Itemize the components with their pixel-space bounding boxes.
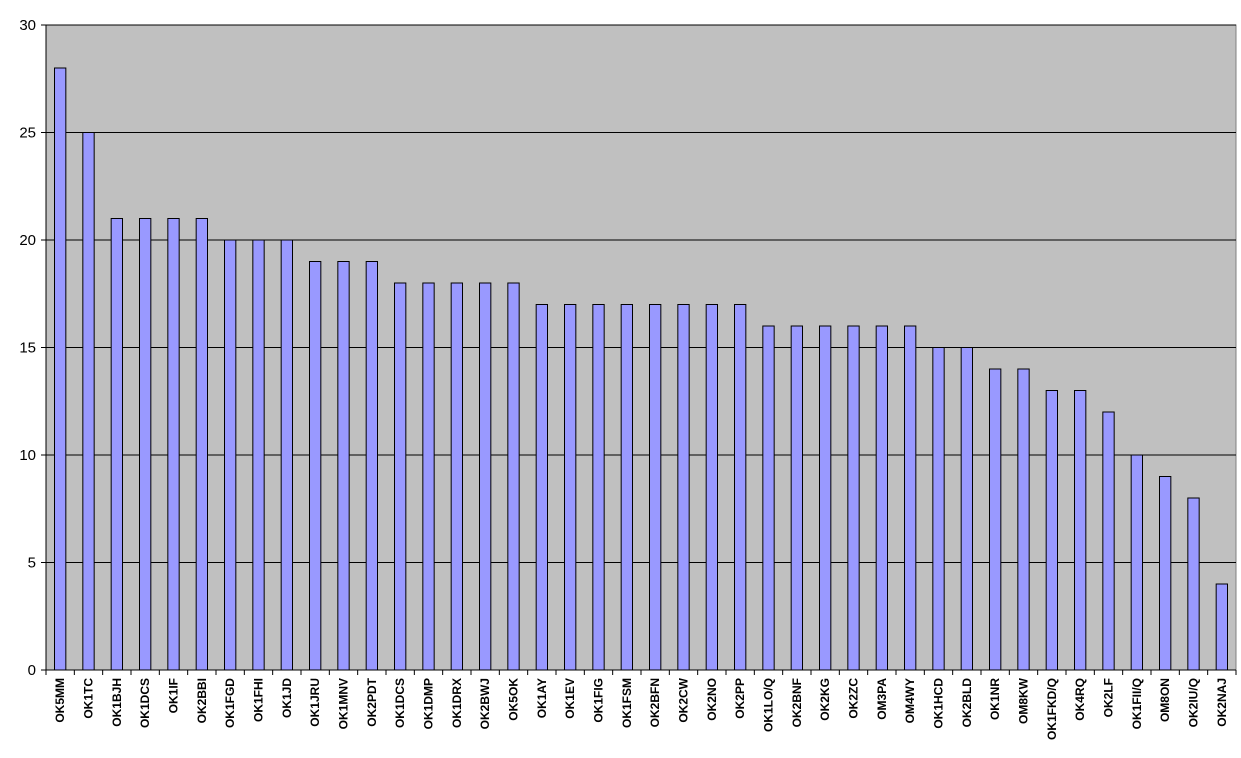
- bar-ok4rq: [1074, 390, 1087, 671]
- x-category-label: OK2BWJ: [478, 678, 492, 729]
- y-tick-label: 25: [19, 125, 36, 142]
- bar-ok2zc: [847, 325, 860, 671]
- bar-ok1tc: [82, 132, 95, 671]
- x-category-label: OK2KG: [818, 678, 832, 721]
- bar-ok1fkd-q: [1045, 390, 1058, 671]
- y-tick-label: 5: [28, 555, 36, 572]
- x-category-label: OK1TC: [82, 678, 96, 719]
- x-category-label: OK1MNV: [337, 678, 351, 729]
- x-category-label: OM4WY: [903, 678, 917, 723]
- x-category-label: OK1NR: [988, 678, 1002, 720]
- bar-ok2bwj: [479, 282, 492, 671]
- x-category-label: OK1EV: [563, 678, 577, 719]
- y-tick-label: 15: [19, 340, 36, 357]
- x-category-label: OK1DCS: [393, 678, 407, 728]
- x-category-label: OK1BJH: [110, 678, 124, 727]
- x-category-label: OK2PP: [733, 678, 747, 719]
- bar-ok1fig: [592, 304, 605, 671]
- bar-ok1ay: [535, 304, 549, 671]
- x-category-label: OK2LF: [1102, 678, 1116, 717]
- x-category-label: OK2ZC: [847, 678, 861, 719]
- bar-ok2pdt: [365, 261, 378, 671]
- bar-ok2lf: [1102, 411, 1115, 671]
- bar-ok1dcs: [394, 282, 407, 671]
- bar-ok1nr: [989, 368, 1002, 671]
- x-category-label: OK1DRX: [450, 678, 464, 728]
- bar-ok2kg: [819, 325, 832, 671]
- bar-om8on: [1159, 476, 1172, 671]
- x-category-label: OK2NAJ: [1215, 678, 1229, 727]
- x-category-label: OK1DCS: [138, 678, 152, 728]
- bar-ok1drx: [450, 282, 463, 671]
- x-category-label: OK1FSM: [620, 678, 634, 728]
- x-category-label: OK2BBI: [195, 678, 209, 723]
- bar-ok1ev: [564, 304, 577, 671]
- bar-ok1jd: [280, 239, 293, 671]
- bar-om4wy: [904, 325, 917, 671]
- bar-om3pa: [875, 325, 889, 671]
- bar-ok2bnf: [790, 325, 804, 671]
- bar-ok1fhi: [252, 239, 265, 671]
- x-category-label: OK1AY: [535, 678, 549, 718]
- bar-ok2pp: [734, 304, 747, 671]
- bar-ok1if: [167, 218, 180, 671]
- bar-ok1jru: [309, 261, 322, 671]
- x-category-label: OK1DMP: [422, 678, 436, 729]
- x-axis-category-labels: OK5MM OK1TC OK1BJH OK1DCS OK1IF OK2BBI OK1FGD O…: [53, 677, 1229, 740]
- bar-ok2bld: [960, 347, 974, 671]
- y-tick-label: 30: [19, 17, 36, 34]
- x-category-label: OK1HCD: [932, 678, 946, 729]
- x-category-label: OK1FII/Q: [1130, 678, 1144, 729]
- bar-ok2iu-q: [1187, 497, 1200, 671]
- y-tick-label: 10: [19, 447, 36, 464]
- bar-ok1fsm: [620, 304, 634, 671]
- x-category-label: OK2CW: [677, 677, 691, 722]
- x-category-label: OK1FGD: [223, 678, 237, 728]
- x-category-label: OK1FKD/Q: [1045, 678, 1059, 740]
- axes: [41, 24, 1237, 675]
- bar-ok5ok: [507, 282, 520, 671]
- bar-ok2no: [705, 304, 719, 671]
- bar-ok1dmp: [422, 282, 435, 671]
- x-category-label: OK2BNF: [790, 678, 804, 727]
- y-axis-tick-labels: 0 5 10 15 20 25 30: [19, 17, 36, 679]
- bar-ok1fii-q: [1130, 454, 1143, 671]
- x-category-label: OM8ON: [1158, 678, 1172, 722]
- x-category-label: OK1JRU: [308, 678, 322, 727]
- bar-ok1lo-q: [762, 325, 775, 671]
- x-category-label: OK1FIG: [592, 678, 606, 723]
- bar-ok2naj: [1215, 583, 1228, 671]
- x-category-label: OK1JD: [280, 678, 294, 718]
- x-category-label: OK2BFN: [648, 678, 662, 727]
- x-category-label: OK2NO: [705, 678, 719, 721]
- bar-ok1hcd: [932, 347, 945, 671]
- x-category-label: OK4RQ: [1073, 678, 1087, 721]
- bar-ok5mm: [54, 67, 67, 671]
- x-category-label: OM8KW: [1017, 677, 1031, 724]
- x-category-label: OK2BLD: [960, 678, 974, 728]
- x-category-label: OK1LO/Q: [762, 678, 776, 732]
- gridlines: [46, 24, 1236, 563]
- bar-ok1dcs: [139, 218, 152, 671]
- y-tick-label: 20: [19, 232, 36, 249]
- y-tick-label: 0: [28, 662, 36, 679]
- x-category-label: OK5OK: [507, 678, 521, 721]
- bar-ok1bjh: [110, 218, 123, 671]
- bar-ok1fgd: [224, 239, 237, 671]
- bar-ok2bfn: [649, 304, 662, 671]
- bar-ok2bbi: [195, 218, 209, 671]
- x-category-label: OK5MM: [53, 678, 67, 723]
- x-category-label: OK2PDT: [365, 677, 379, 726]
- x-category-label: OK1FHI: [252, 678, 266, 722]
- bars: [54, 67, 1228, 671]
- x-category-label: OK2IU/Q: [1187, 678, 1201, 727]
- bar-ok1mnv: [337, 261, 350, 671]
- x-category-label: OM3PA: [875, 678, 889, 720]
- x-category-label: OK1IF: [167, 678, 181, 713]
- bar-om8kw: [1017, 368, 1030, 671]
- bar-ok2cw: [677, 304, 690, 671]
